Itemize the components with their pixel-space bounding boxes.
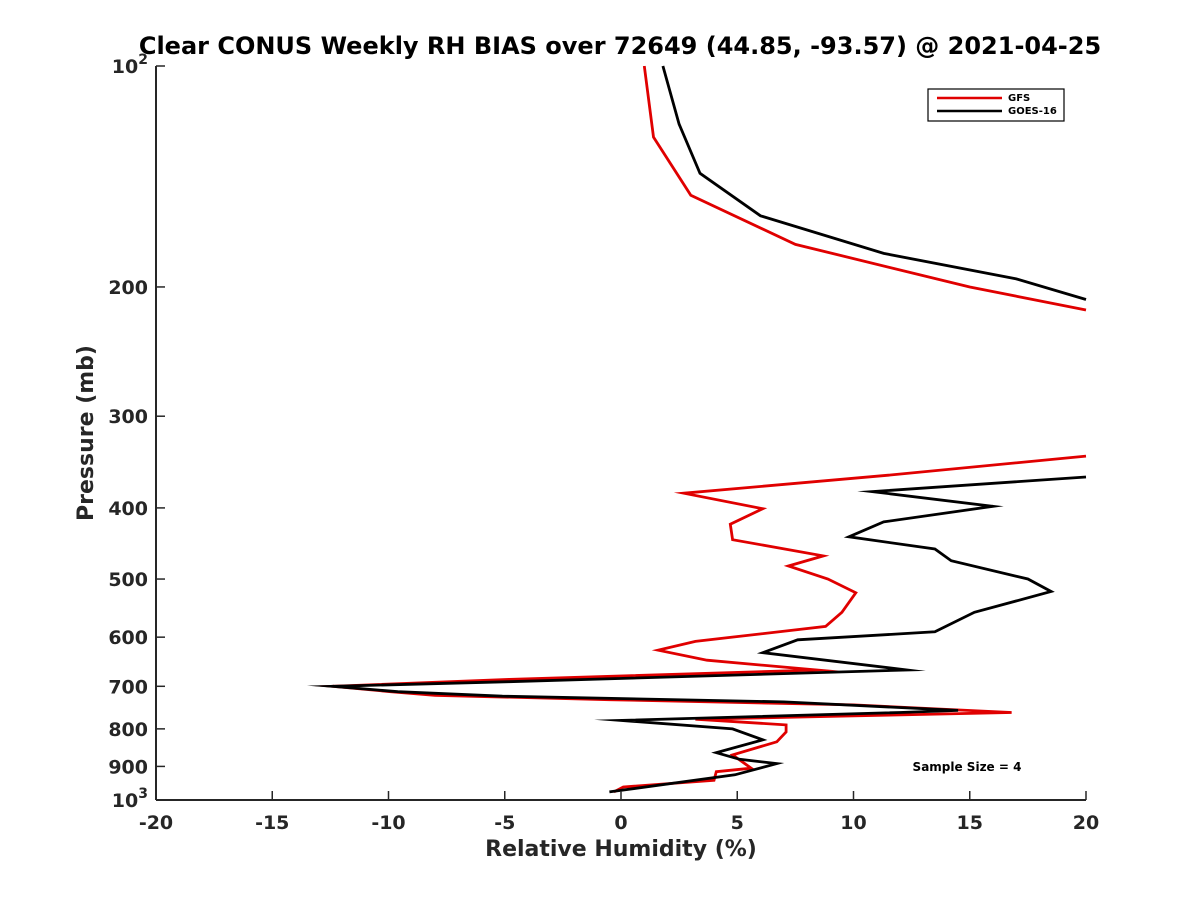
y-tick-label: 400 [108,498,148,520]
y-tick-label: 800 [108,719,148,741]
legend-label-gfs: GFS [1008,93,1030,104]
y-tick-label: 300 [108,406,148,428]
y-ticks: 102 200 300 400 500 600 700 800 900 103 [108,52,165,812]
x-tick-label: 15 [957,812,983,834]
x-tick-label: -5 [494,812,515,834]
y-tick-label: 900 [108,756,148,778]
y-tick-label: 200 [108,277,148,299]
legend-label-goes16: GOES-16 [1008,106,1057,117]
y-tick-label: 102 [112,52,148,78]
legend-box [927,88,1065,122]
x-tick-label: 5 [731,812,744,834]
x-ticks: -20 -15 -10 -5 0 5 10 15 20 [139,791,1099,834]
sample-size-annotation: Sample Size = 4 [913,760,1022,774]
series-line-gfs [642,65,1087,312]
series-line-goes-16 [661,65,1087,301]
series-line-goes-16 [306,475,1087,794]
y-tick-label: 600 [108,627,148,649]
y-tick-label: 700 [108,676,148,698]
x-tick-label: -20 [139,812,173,834]
legend: GFS GOES-16 [927,88,1065,122]
x-tick-label: -10 [371,812,405,834]
y-tick-label: 103 [112,786,148,812]
chart-title: Clear CONUS Weekly RH BIAS over 72649 (4… [139,32,1101,60]
x-tick-label: -15 [255,812,289,834]
x-tick-label: 20 [1073,812,1099,834]
x-axis-label: Relative Humidity (%) [485,837,757,862]
x-tick-label: 10 [840,812,866,834]
series-layer [306,65,1087,794]
y-tick-label: 500 [108,569,148,591]
y-axis-label: Pressure (mb) [74,345,99,521]
x-tick-label: 0 [614,812,627,834]
